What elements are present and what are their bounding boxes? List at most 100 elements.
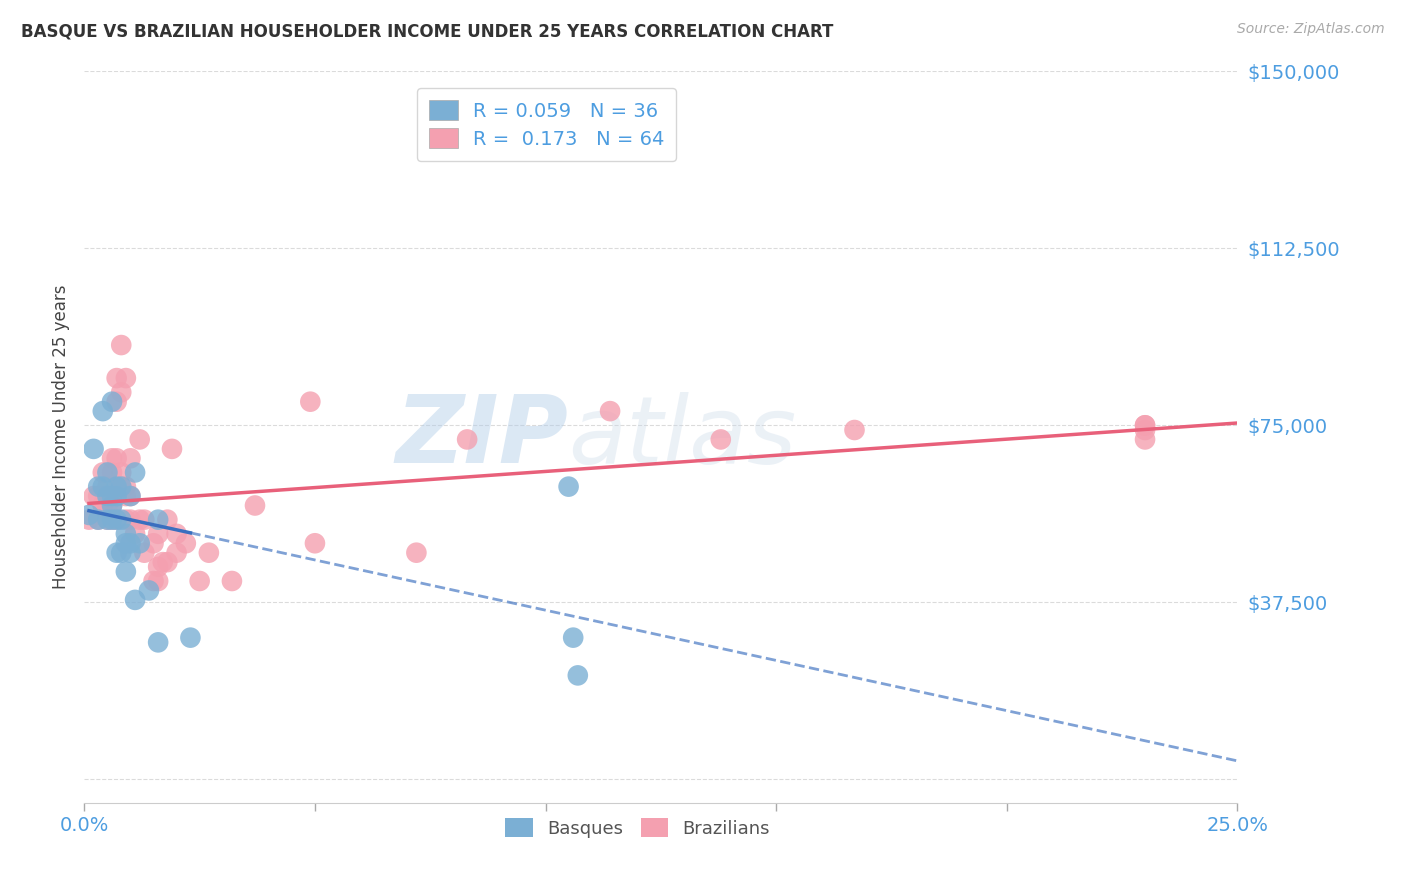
Point [91, 466, 114, 480]
Point [101, 513, 124, 527]
Point [101, 489, 124, 503]
Point [304, 536, 326, 550]
Y-axis label: Householder Income Under 25 years: Householder Income Under 25 years [52, 285, 70, 590]
Point [105, 489, 128, 503]
Point [146, 513, 169, 527]
Point [128, 433, 150, 447]
Point [146, 635, 169, 649]
Point [96, 480, 118, 494]
Point [1133, 418, 1156, 433]
Point [101, 489, 124, 503]
Point [105, 480, 128, 494]
Point [120, 489, 142, 503]
Point [1133, 418, 1156, 433]
Point [101, 513, 124, 527]
Point [134, 513, 156, 527]
Point [96, 499, 118, 513]
Point [146, 559, 169, 574]
Point [105, 489, 128, 503]
Point [166, 526, 188, 541]
Point [110, 466, 132, 480]
Point [91, 499, 114, 513]
Point [105, 513, 128, 527]
Point [96, 466, 118, 480]
Point [243, 499, 266, 513]
Point [101, 451, 124, 466]
Point [101, 394, 124, 409]
Point [110, 338, 132, 352]
Point [1133, 423, 1156, 437]
Point [110, 546, 132, 560]
Point [844, 423, 866, 437]
Point [77, 508, 100, 522]
Point [87, 480, 110, 494]
Point [110, 480, 132, 494]
Point [105, 371, 128, 385]
Text: BASQUE VS BRAZILIAN HOUSEHOLDER INCOME UNDER 25 YEARS CORRELATION CHART: BASQUE VS BRAZILIAN HOUSEHOLDER INCOME U… [21, 22, 834, 40]
Point [166, 546, 188, 560]
Point [221, 574, 243, 588]
Point [115, 565, 138, 579]
Point [96, 489, 118, 503]
Text: atlas: atlas [568, 392, 797, 483]
Point [188, 574, 211, 588]
Point [115, 489, 138, 503]
Point [110, 513, 132, 527]
Point [160, 442, 183, 456]
Legend: Basques, Brazilians: Basques, Brazilians [498, 811, 778, 845]
Point [599, 404, 621, 418]
Point [120, 536, 142, 550]
Point [110, 385, 132, 400]
Point [124, 526, 146, 541]
Point [156, 555, 179, 569]
Point [77, 513, 100, 527]
Point [128, 536, 150, 550]
Point [405, 546, 427, 560]
Point [179, 631, 201, 645]
Point [101, 466, 124, 480]
Point [96, 489, 118, 503]
Point [115, 526, 138, 541]
Point [115, 371, 138, 385]
Point [567, 668, 589, 682]
Point [105, 394, 128, 409]
Point [710, 433, 733, 447]
Point [87, 513, 110, 527]
Point [91, 499, 114, 513]
Point [299, 394, 322, 409]
Point [562, 631, 585, 645]
Point [96, 513, 118, 527]
Text: Source: ZipAtlas.com: Source: ZipAtlas.com [1237, 22, 1385, 37]
Point [146, 574, 169, 588]
Point [138, 583, 160, 598]
Point [83, 489, 105, 503]
Point [115, 513, 138, 527]
Point [120, 513, 142, 527]
Text: ZIP: ZIP [395, 391, 568, 483]
Point [124, 593, 146, 607]
Point [142, 536, 165, 550]
Point [120, 489, 142, 503]
Point [105, 451, 128, 466]
Point [115, 536, 138, 550]
Point [124, 466, 146, 480]
Point [120, 451, 142, 466]
Point [120, 546, 142, 560]
Point [1133, 433, 1156, 447]
Point [101, 499, 124, 513]
Point [87, 489, 110, 503]
Point [152, 555, 174, 569]
Point [91, 404, 114, 418]
Point [198, 546, 221, 560]
Point [128, 513, 150, 527]
Point [87, 513, 110, 527]
Point [142, 574, 165, 588]
Point [456, 433, 478, 447]
Point [91, 480, 114, 494]
Point [110, 480, 132, 494]
Point [96, 513, 118, 527]
Point [134, 546, 156, 560]
Point [557, 480, 579, 494]
Point [156, 513, 179, 527]
Point [115, 480, 138, 494]
